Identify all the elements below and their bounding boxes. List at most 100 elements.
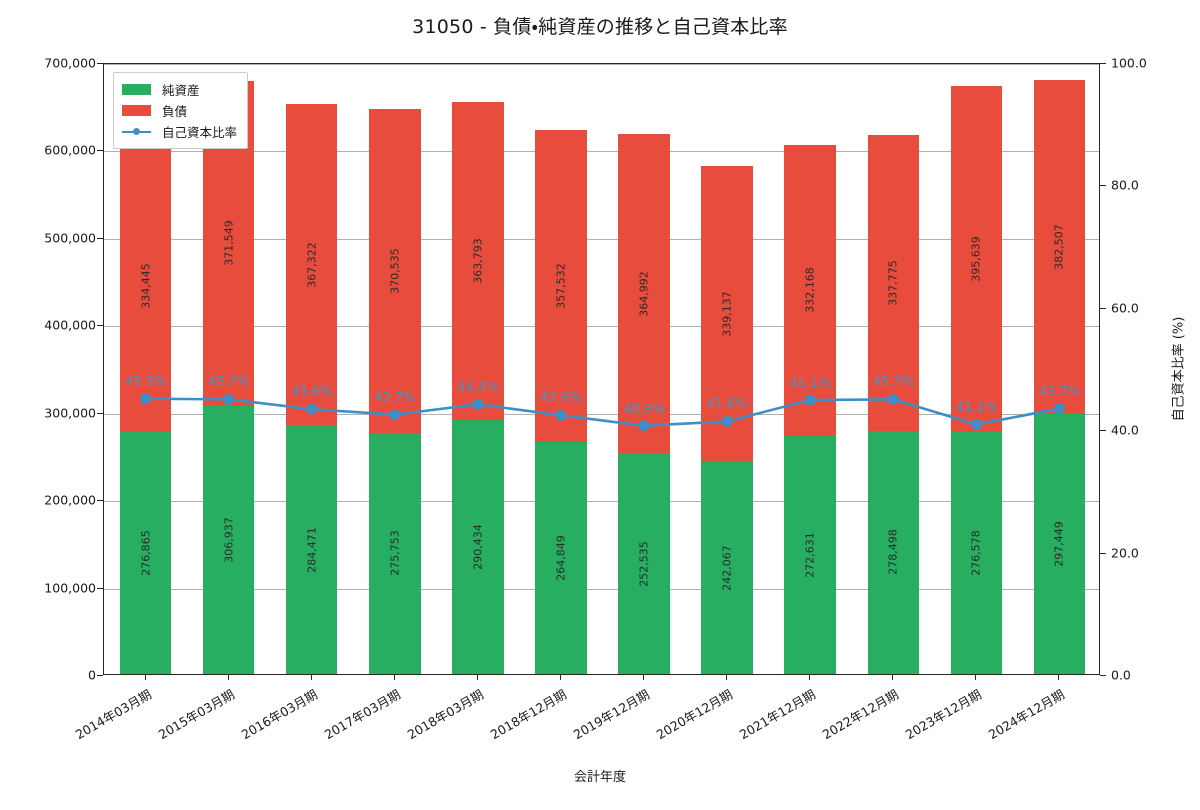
- bar-segment-net-assets[interactable]: 297,449: [1033, 413, 1086, 674]
- x-axis-tick-mark: [227, 675, 229, 680]
- bar-segment-net-assets[interactable]: 276,578: [950, 432, 1003, 674]
- ratio-line-series: [140, 393, 1065, 432]
- y-axis-left-tick-mark: [97, 500, 103, 502]
- x-axis-tick-mark: [144, 675, 146, 680]
- y-axis-right-tick-label: 60.0: [1111, 300, 1139, 316]
- legend-item-net-assets: 純資産: [122, 79, 237, 100]
- ratio-line-marker[interactable]: [555, 409, 567, 421]
- legend-item-equity-ratio: 自己資本比率: [122, 121, 237, 142]
- y-axis-right-tick-mark: [1100, 63, 1106, 64]
- x-axis-tick-mark: [975, 675, 977, 680]
- y-axis-right-tick-mark: [1100, 185, 1106, 187]
- bar-group[interactable]: 272,631 332,168: [784, 64, 836, 674]
- bar-segment-net-assets[interactable]: 272,631: [784, 435, 836, 674]
- bar-segment-net-assets[interactable]: 284,471: [285, 425, 338, 674]
- ratio-line-marker[interactable]: [804, 394, 816, 406]
- ratio-line-marker[interactable]: [389, 409, 401, 421]
- y-axis-right-tick-label: 40.0: [1111, 422, 1139, 438]
- y-axis-left-tick-mark: [97, 325, 103, 327]
- bar-segment-net-assets[interactable]: 278,498: [867, 430, 920, 674]
- bar-group[interactable]: 276,865 334,445: [119, 64, 172, 674]
- bar-segment-liabilities[interactable]: 339,137: [701, 165, 753, 463]
- bar-group[interactable]: 276,578 395,639: [950, 64, 1003, 674]
- x-axis-tick-mark: [310, 675, 312, 680]
- x-axis-title: 会計年度: [573, 770, 626, 785]
- bar-segment-net-assets[interactable]: 290,434: [452, 420, 504, 674]
- ratio-line-marker[interactable]: [638, 420, 650, 432]
- bar-segment-net-assets[interactable]: 264,849: [535, 442, 587, 674]
- ratio-line-marker[interactable]: [472, 398, 484, 410]
- x-axis-tick-mark: [726, 675, 728, 680]
- y-axis-right-tick-mark: [1100, 430, 1106, 432]
- legend-item-liabilities: 負債: [122, 100, 237, 121]
- bar-segment-liabilities[interactable]: 357,532: [535, 129, 587, 443]
- y-axis-right-tick-mark: [1100, 552, 1106, 554]
- bar-segment-liabilities[interactable]: 363,793: [452, 102, 504, 421]
- legend-swatch-net-assets: [122, 84, 151, 95]
- bar-segment-liabilities[interactable]: 332,168: [784, 145, 836, 436]
- y-axis-left-tick-mark: [97, 412, 103, 414]
- y-axis-right-tick-label: 100.0: [1111, 55, 1147, 71]
- bar-segment-net-assets[interactable]: 275,753: [369, 432, 421, 674]
- bar-segment-liabilities[interactable]: 382,507: [1033, 79, 1086, 414]
- y-axis-left-tick-label: 500,000: [44, 230, 96, 246]
- bar-segment-liabilities[interactable]: 367,322: [285, 104, 338, 426]
- bar-group[interactable]: 284,471 367,322: [285, 64, 338, 674]
- chart-title: 31050 - 負債・純資産の推移と自己資本比率: [412, 16, 788, 38]
- bar-segment-liabilities[interactable]: 364,992: [618, 134, 670, 454]
- y-axis-left-tick-label: 400,000: [44, 317, 96, 333]
- bar-segment-net-assets[interactable]: 276,865: [119, 431, 172, 674]
- bar-segment-liabilities[interactable]: 337,775: [867, 135, 920, 431]
- ratio-line-marker[interactable]: [223, 393, 235, 405]
- bar-group[interactable]: 242,067 339,137: [701, 64, 753, 674]
- x-axis-tick-mark: [476, 675, 478, 680]
- bar-segment-net-assets[interactable]: 306,937: [202, 405, 255, 674]
- y-axis-right-tick-label: 0.0: [1111, 667, 1131, 683]
- gridline: [104, 588, 1099, 590]
- y-axis-left-tick-mark: [97, 587, 103, 589]
- bar-segment-liabilities[interactable]: 334,445: [119, 139, 172, 432]
- bar-group[interactable]: 252,535 364,992: [618, 64, 670, 674]
- gridline: [104, 501, 1099, 503]
- legend-label-equity-ratio: 自己資本比率: [162, 125, 238, 140]
- y-axis-left-tick-label: 300,000: [44, 405, 96, 421]
- gridline: [104, 238, 1099, 240]
- bar-segment-net-assets[interactable]: 242,067: [701, 462, 753, 674]
- ratio-line-marker[interactable]: [887, 393, 899, 405]
- y-axis-right-tick-mark: [1100, 307, 1106, 309]
- x-axis-tick-mark: [393, 675, 395, 680]
- bar-segment-liabilities[interactable]: 370,535: [369, 108, 421, 433]
- gridline: [104, 151, 1099, 153]
- bar-segment-liabilities[interactable]: 395,639: [950, 86, 1003, 433]
- legend-label-liabilities: 負債: [162, 104, 188, 119]
- legend-line-equity-ratio: [122, 126, 151, 137]
- y-axis-left-tick-label: 100,000: [44, 580, 96, 596]
- ratio-line-marker[interactable]: [721, 416, 733, 427]
- ratio-line-marker[interactable]: [306, 403, 318, 415]
- y-axis-left-tick-label: 0: [88, 667, 96, 683]
- legend-line-dot-icon: [133, 128, 140, 135]
- bar-group[interactable]: 290,434 363,793: [452, 64, 504, 674]
- bar-group[interactable]: 264,849 357,532: [535, 64, 587, 674]
- legend-swatch-liabilities: [122, 105, 151, 116]
- legend-label-net-assets: 純資産: [162, 83, 200, 98]
- gridline: [104, 413, 1099, 415]
- bar-group[interactable]: 275,753 370,535: [369, 64, 421, 674]
- x-axis-tick-mark: [643, 675, 645, 680]
- gridline: [104, 64, 1099, 65]
- bar-group[interactable]: 278,498 337,775: [867, 64, 920, 674]
- bar-group[interactable]: 297,449 382,507: [1033, 64, 1086, 674]
- ratio-line-marker[interactable]: [140, 393, 151, 405]
- ratio-line-marker[interactable]: [1054, 403, 1065, 414]
- x-axis-tick-mark: [1058, 675, 1060, 680]
- x-axis-tick-mark: [892, 675, 894, 680]
- x-axis-tick-mark: [809, 675, 811, 680]
- y-axis-right-tick-mark: [1100, 675, 1106, 676]
- ratio-line-marker[interactable]: [970, 419, 982, 430]
- ratio-line-path: [144, 397, 1061, 427]
- y-axis-left-tick-mark: [97, 150, 103, 152]
- y-axis-left-tick-label: 700,000: [44, 55, 96, 71]
- bar-segment-net-assets[interactable]: 252,535: [618, 453, 670, 674]
- y-axis-right-tick-label: 20.0: [1111, 545, 1139, 561]
